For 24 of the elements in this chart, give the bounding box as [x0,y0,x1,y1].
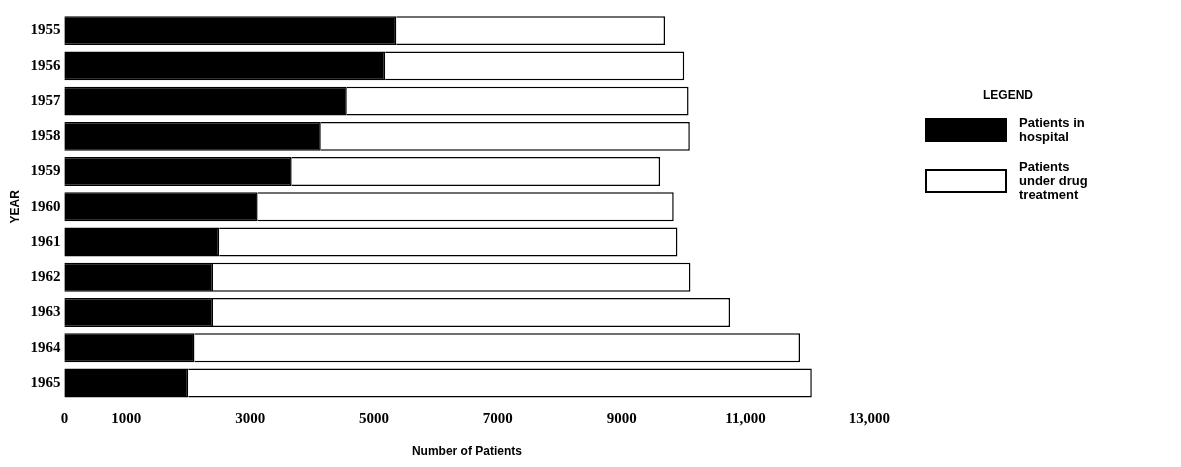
x-tick-label: 1000 [111,410,142,427]
y-tick-label: 1963 [30,303,61,320]
x-tick-label: 3000 [235,410,266,427]
x-tick-label: 5000 [359,410,390,427]
text: Patients under drug treatment [1019,159,1089,202]
y-tick-label: 1955 [30,21,61,38]
y-axis-title: YEAR [7,189,22,224]
x-tick-label: 9000 [606,410,637,427]
text: Patients in hospital [1019,115,1086,144]
y-tick-label: 1958 [30,127,61,144]
y-tick-label: 1959 [30,162,61,179]
x-tick-label: 11,000 [725,410,766,427]
y-tick-label: 1957 [30,91,61,108]
y-tick-label: 1964 [30,338,61,355]
x-axis-title: Number of Patients [411,444,523,459]
y-tick-label: 1956 [30,56,61,73]
x-tick-label: 7000 [482,410,513,427]
legend-title: LEGEND [983,88,1034,102]
y-tick-label: 1960 [30,197,61,214]
y-tick-label: 1965 [30,373,61,390]
x-tick-label: 13,000 [848,410,890,427]
y-tick-label: 1961 [30,232,61,249]
y-tick-label: 1962 [30,268,61,285]
x-tick-label: 0 [60,410,69,427]
